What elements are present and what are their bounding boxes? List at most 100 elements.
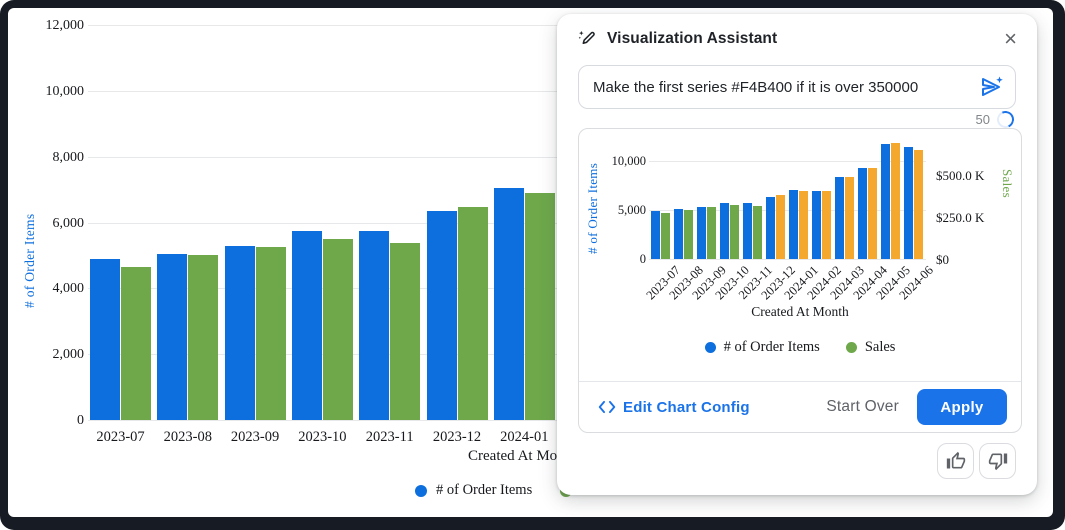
preview-right-axis-title: Sales [1000,169,1015,198]
bar-order-items[interactable] [858,168,867,259]
preview-bar-chart: # of Order Items Sales Created At Month … [579,129,1021,381]
preview-legend: # of Order Items Sales [579,339,1021,356]
thumbs-up-icon [946,451,965,469]
visualization-assistant-dialog: Visualization Assistant × 50 # of Or [557,14,1037,495]
bar-order-items[interactable] [904,147,913,259]
legend-item-order-items[interactable]: # of Order Items [415,482,532,499]
start-over-button[interactable]: Start Over [826,398,917,416]
bar-order-items[interactable] [789,189,798,259]
thumbs-down-button[interactable] [979,443,1016,479]
edit-chart-config-label: Edit Chart Config [623,398,750,416]
x-axis-tick-label: 2023-11 [365,429,414,445]
bar-sales[interactable] [891,143,900,259]
bar-order-items[interactable] [674,209,683,259]
bar-order-items[interactable] [697,206,706,259]
bar-order-items[interactable] [359,230,390,420]
y-axis-tick-label: 12,000 [45,18,85,33]
right-axis-tick-label: $250.0 K [936,209,985,225]
x-axis-tick-label: 2023-10 [298,429,347,445]
bar-order-items[interactable] [651,210,660,259]
bar-order-items[interactable] [157,253,188,420]
gridline [649,209,926,211]
bar-order-items[interactable] [766,196,775,259]
bar-sales[interactable] [707,207,716,259]
bar-order-items[interactable] [720,202,729,259]
send-icon [982,76,1003,96]
app-canvas: # of Order Items Created At Month # of O… [8,8,1053,517]
chart-preview-card: # of Order Items Sales Created At Month … [578,128,1022,433]
y-axis-tick-label: 5,000 [617,202,646,217]
bar-sales[interactable] [188,255,219,420]
y-axis-tick-label: 4,000 [52,281,85,297]
x-axis-tick-label: 2024-01 [500,429,549,445]
y-axis-tick-label: 0 [639,252,646,266]
x-axis-tick-label: 2023-09 [230,429,280,445]
thumbs-down-icon [988,453,1007,471]
x-axis-tick-label: 2023-12 [432,429,482,445]
bar-sales[interactable] [390,243,421,420]
bar-order-items[interactable] [743,202,752,259]
main-x-axis-title: Created At Month [468,448,577,464]
legend-label-order-items: # of Order Items [436,482,533,498]
y-axis-tick-label: 0 [77,413,84,428]
close-icon[interactable]: × [1000,28,1021,50]
legend-dot-order-items [704,342,716,353]
right-axis-tick-label: $0 [936,252,949,267]
preview-x-axis-title: Created At Month [751,304,849,319]
y-axis-tick-label: 10,000 [45,83,85,99]
bar-order-items[interactable] [291,230,322,420]
right-axis-tick-label: $500.0 K [936,167,985,183]
y-axis-tick-label: 10,000 [611,153,646,168]
x-axis-tick-label: 2023-07 [96,429,145,445]
bar-sales[interactable] [684,209,693,259]
bar-sales[interactable] [322,238,353,420]
preview-card-footer: Edit Chart Config Start Over Apply [579,381,1021,432]
bar-order-items[interactable] [224,245,255,420]
code-icon [598,400,616,414]
bar-sales[interactable] [799,191,808,259]
bar-order-items[interactable] [90,258,120,420]
usage-counter: 50 [975,112,990,127]
prompt-input-wrap [578,65,1016,109]
edit-chart-config-button[interactable]: Edit Chart Config [598,399,750,416]
dialog-header: Visualization Assistant × [577,26,1021,52]
bar-sales[interactable] [914,149,923,259]
legend-label-order-items: # of Order Items [723,339,820,355]
magic-pen-icon [578,30,595,45]
send-button[interactable] [977,72,1007,102]
bar-sales[interactable] [524,193,555,420]
legend-dot-sales [845,342,857,353]
bar-order-items[interactable] [493,187,524,420]
bar-sales[interactable] [121,266,151,420]
legend-item-sales[interactable]: Sales [845,339,896,356]
gridline [649,259,926,260]
x-axis-tick-label: 2023-08 [163,429,212,445]
thumbs-up-button[interactable] [937,443,974,479]
y-axis-tick-label: 8,000 [52,149,85,165]
legend-dot-order-items [415,484,427,497]
y-axis-tick-label: 2,000 [52,347,85,363]
y-axis-tick-label: 6,000 [52,215,85,231]
feedback-buttons [937,443,1016,479]
bar-order-items[interactable] [812,191,821,259]
bar-sales[interactable] [868,167,877,259]
bar-sales[interactable] [753,206,762,259]
bar-sales[interactable] [457,206,488,420]
usage-counter-row: 50 [975,108,1017,131]
bar-order-items[interactable] [426,211,457,420]
bar-sales[interactable] [845,177,854,259]
legend-label-sales: Sales [864,339,896,355]
bar-sales[interactable] [661,213,670,259]
bar-sales[interactable] [822,190,831,259]
bar-order-items[interactable] [835,177,844,259]
gridline [649,160,926,162]
bar-sales[interactable] [255,247,286,420]
bar-order-items[interactable] [881,144,890,259]
legend-item-order-items[interactable]: # of Order Items [704,339,820,356]
bar-sales[interactable] [776,195,785,259]
bar-sales[interactable] [730,204,739,259]
prompt-input[interactable] [579,78,977,96]
dialog-title: Visualization Assistant [607,30,778,47]
apply-button[interactable]: Apply [917,389,1007,425]
